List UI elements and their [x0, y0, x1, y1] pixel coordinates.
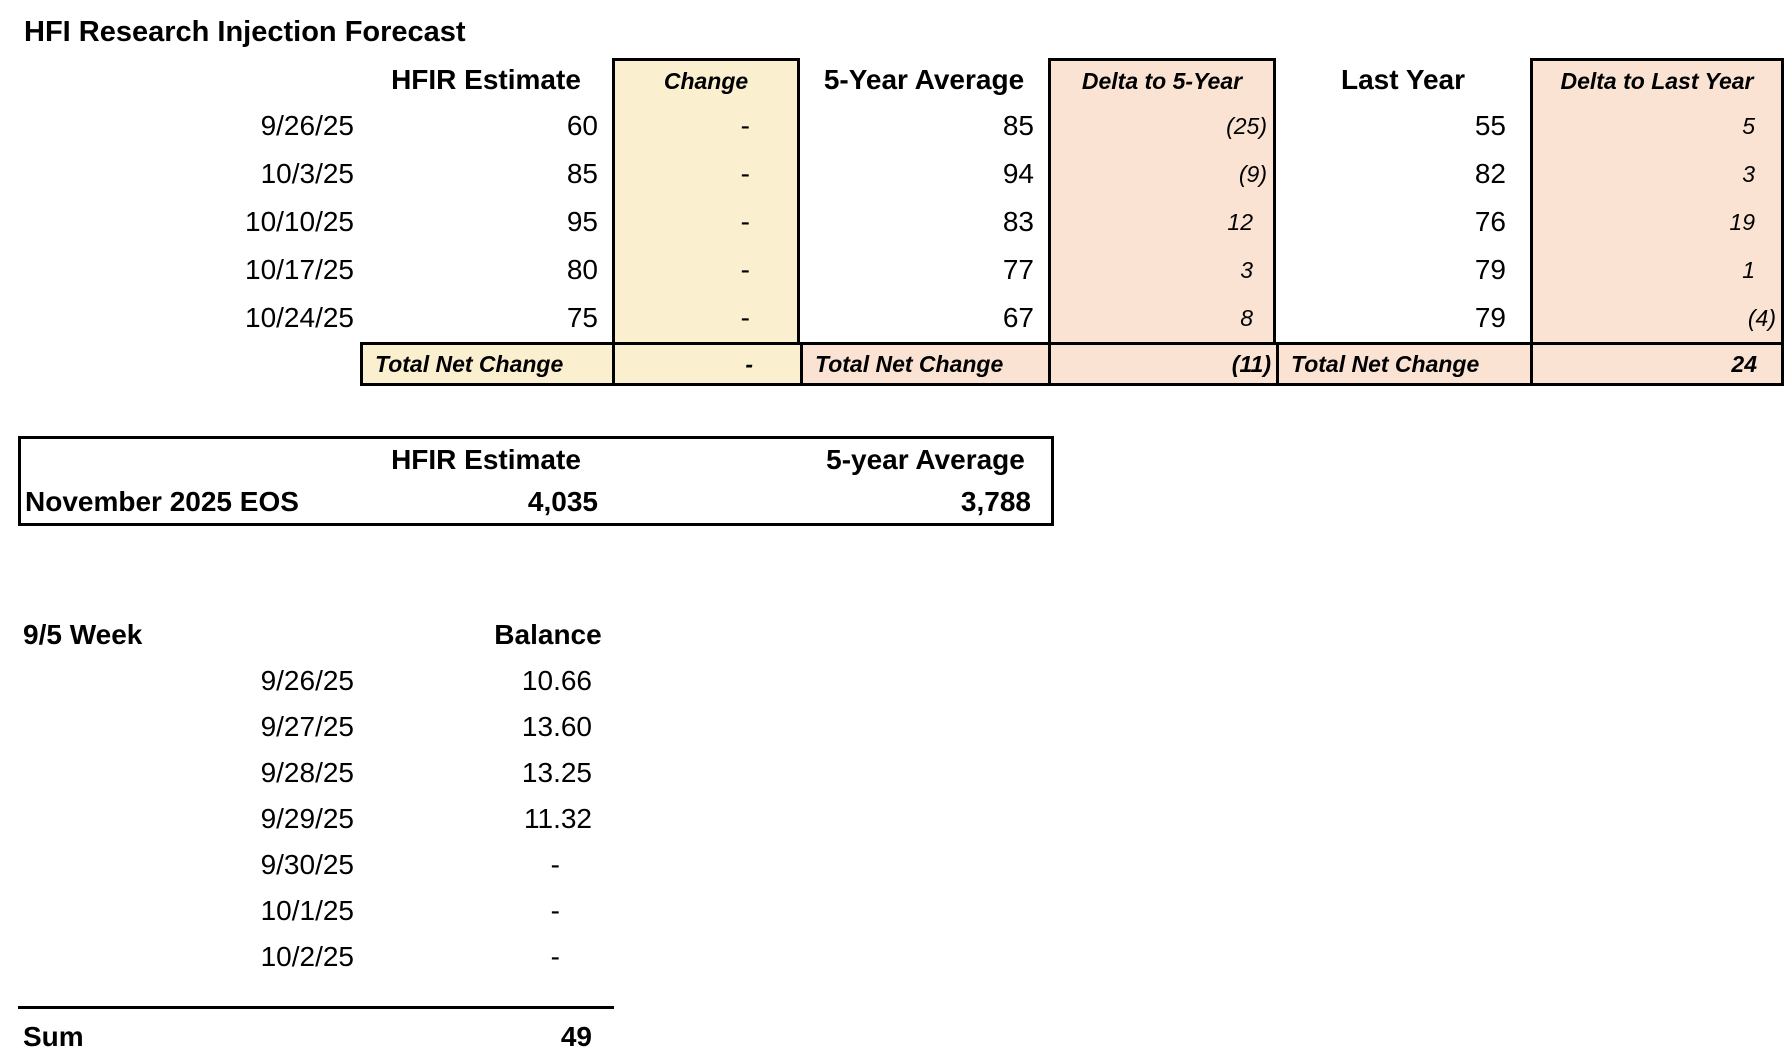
cell-date[interactable]: 10/24/25 [245, 302, 354, 333]
sum-value[interactable]: 49 [560, 1021, 592, 1052]
week-date[interactable]: 9/28/25 [260, 757, 354, 788]
week-balance[interactable]: 11.32 [524, 803, 592, 834]
eos-hfir-value[interactable]: 4,035 [527, 486, 598, 517]
header-last-year[interactable]: Last Year [1340, 64, 1466, 95]
cell-last-year[interactable]: 79 [1474, 302, 1506, 333]
week-date[interactable]: 10/2/25 [260, 941, 354, 972]
week-balance[interactable]: 13.60 [521, 711, 592, 742]
cell-hfir[interactable]: 85 [566, 158, 598, 189]
total-net-change-label-ly[interactable]: Total Net Change [1276, 342, 1530, 386]
header-change[interactable]: Change [612, 58, 800, 102]
header-delta-to-last-year[interactable]: Delta to Last Year [1530, 58, 1784, 102]
cell-delta5[interactable]: (25) [1048, 102, 1276, 150]
cell-date[interactable]: 10/3/25 [260, 158, 354, 189]
cell-date[interactable]: 10/17/25 [245, 254, 354, 285]
cell-change[interactable]: - [612, 246, 800, 294]
week-blank-cell [360, 796, 484, 842]
week-date[interactable]: 9/30/25 [260, 849, 354, 880]
cell-delta5[interactable]: 3 [1048, 246, 1276, 294]
cell-hfir[interactable]: 95 [566, 206, 598, 237]
cell-last-year[interactable]: 55 [1474, 110, 1506, 141]
cell-avg5[interactable]: 77 [1002, 254, 1034, 285]
week-date[interactable]: 9/27/25 [260, 711, 354, 742]
week-blank-cell [360, 934, 484, 980]
cell-delta5[interactable]: 12 [1048, 198, 1276, 246]
cell-avg5[interactable]: 94 [1002, 158, 1034, 189]
cell-change[interactable]: - [612, 102, 800, 150]
week-blank-cell [360, 750, 484, 796]
eos-table: HFIR Estimate 5-year Average November 20… [18, 436, 1054, 526]
eos-header-hfir-estimate[interactable]: HFIR Estimate [391, 444, 581, 475]
total-change-value[interactable]: - [612, 342, 800, 386]
total-row-blank-cell [0, 342, 360, 386]
week-balance[interactable]: 10.66 [521, 665, 592, 696]
eos-header-5-year-average[interactable]: 5-year Average [826, 444, 1025, 475]
total-net-change-label-5y[interactable]: Total Net Change [800, 342, 1048, 386]
header-delta-to-5-year[interactable]: Delta to 5-Year [1048, 58, 1276, 102]
cell-date[interactable]: 10/10/25 [245, 206, 354, 237]
sum-label[interactable]: Sum [23, 1021, 84, 1052]
sum-divider-line [18, 1006, 614, 1009]
header-5-year-average[interactable]: 5-Year Average [823, 64, 1025, 95]
week-blank-cell [360, 612, 484, 658]
page-title: HFI Research Injection Forecast [24, 16, 466, 48]
forecast-table: HFIR Estimate Change 5-Year Average Delt… [0, 58, 1784, 386]
sum-row: Sum 49 [0, 1014, 612, 1060]
cell-delta-ly[interactable]: 19 [1530, 198, 1784, 246]
eos-blank-cell [612, 481, 800, 523]
week-blank-cell [360, 888, 484, 934]
week-title[interactable]: 9/5 Week [23, 619, 143, 650]
week-blank-cell [360, 704, 484, 750]
cell-delta-ly[interactable]: (4) [1530, 294, 1784, 342]
week-blank-cell [360, 658, 484, 704]
total-delta5-value[interactable]: (11) [1048, 342, 1276, 386]
eos-blank-cell [612, 439, 800, 481]
header-hfir-estimate[interactable]: HFIR Estimate [391, 64, 581, 95]
cell-delta-ly[interactable]: 5 [1530, 102, 1784, 150]
cell-last-year[interactable]: 79 [1474, 254, 1506, 285]
week-date[interactable]: 9/29/25 [260, 803, 354, 834]
week-balance[interactable]: - [550, 895, 560, 926]
corner-blank-cell [0, 58, 360, 102]
week-balance[interactable]: 13.25 [521, 757, 592, 788]
week-balance[interactable]: - [550, 941, 560, 972]
week-blank-cell [360, 842, 484, 888]
cell-avg5[interactable]: 85 [1002, 110, 1034, 141]
cell-change[interactable]: - [612, 294, 800, 342]
week-table: 9/5 Week Balance 9/26/25 10.66 9/27/25 1… [0, 612, 612, 980]
total-delta-ly-value[interactable]: 24 [1530, 342, 1784, 386]
cell-last-year[interactable]: 82 [1474, 158, 1506, 189]
cell-date[interactable]: 9/26/25 [260, 110, 354, 141]
cell-hfir[interactable]: 80 [566, 254, 598, 285]
cell-change[interactable]: - [612, 198, 800, 246]
cell-delta-ly[interactable]: 1 [1530, 246, 1784, 294]
cell-last-year[interactable]: 76 [1474, 206, 1506, 237]
cell-delta5[interactable]: 8 [1048, 294, 1276, 342]
week-balance[interactable]: - [550, 849, 560, 880]
cell-avg5[interactable]: 83 [1002, 206, 1034, 237]
total-net-change-label-hfir[interactable]: Total Net Change [360, 342, 612, 386]
cell-delta-ly[interactable]: 3 [1530, 150, 1784, 198]
cell-hfir[interactable]: 60 [566, 110, 598, 141]
cell-delta5[interactable]: (9) [1048, 150, 1276, 198]
eos-avg5-value[interactable]: 3,788 [960, 486, 1031, 517]
week-date[interactable]: 10/1/25 [260, 895, 354, 926]
week-date[interactable]: 9/26/25 [260, 665, 354, 696]
week-header-balance[interactable]: Balance [494, 619, 602, 650]
eos-row-label[interactable]: November 2025 EOS [25, 486, 299, 517]
eos-blank-cell [21, 439, 360, 481]
cell-change[interactable]: - [612, 150, 800, 198]
cell-avg5[interactable]: 67 [1002, 302, 1034, 333]
cell-hfir[interactable]: 75 [566, 302, 598, 333]
